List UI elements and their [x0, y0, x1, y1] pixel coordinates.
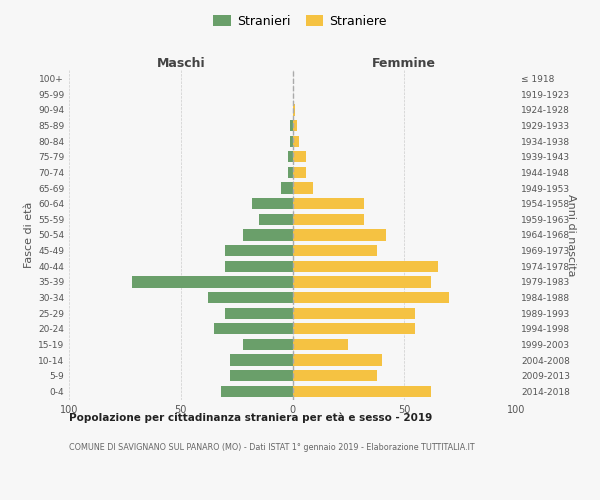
- Y-axis label: Fasce di età: Fasce di età: [24, 202, 34, 268]
- Bar: [244, 230, 293, 240]
- Bar: [230, 354, 293, 366]
- Bar: [281, 182, 293, 194]
- Bar: [221, 386, 293, 397]
- Bar: [244, 339, 293, 350]
- Bar: [293, 167, 306, 178]
- Bar: [293, 214, 364, 225]
- Bar: [293, 370, 377, 382]
- Bar: [290, 136, 293, 147]
- Bar: [226, 260, 293, 272]
- Bar: [293, 136, 299, 147]
- Text: Maschi: Maschi: [157, 57, 205, 70]
- Bar: [226, 245, 293, 256]
- Bar: [293, 151, 306, 162]
- Bar: [208, 292, 293, 303]
- Bar: [293, 386, 431, 397]
- Bar: [214, 323, 293, 334]
- Bar: [293, 323, 415, 334]
- Bar: [293, 339, 349, 350]
- Bar: [288, 167, 293, 178]
- Bar: [293, 276, 431, 287]
- Bar: [252, 198, 293, 209]
- Bar: [293, 198, 364, 209]
- Bar: [293, 308, 415, 319]
- Bar: [293, 354, 382, 366]
- Bar: [288, 151, 293, 162]
- Bar: [293, 230, 386, 240]
- Bar: [259, 214, 293, 225]
- Text: Femmine: Femmine: [372, 57, 436, 70]
- Bar: [293, 104, 295, 116]
- Bar: [131, 276, 293, 287]
- Y-axis label: Anni di nascita: Anni di nascita: [566, 194, 575, 276]
- Legend: Stranieri, Straniere: Stranieri, Straniere: [209, 11, 391, 32]
- Bar: [293, 120, 297, 131]
- Bar: [293, 245, 377, 256]
- Bar: [293, 292, 449, 303]
- Bar: [230, 370, 293, 382]
- Text: COMUNE DI SAVIGNANO SUL PANARO (MO) - Dati ISTAT 1° gennaio 2019 - Elaborazione : COMUNE DI SAVIGNANO SUL PANARO (MO) - Da…: [69, 442, 475, 452]
- Text: Popolazione per cittadinanza straniera per età e sesso - 2019: Popolazione per cittadinanza straniera p…: [69, 412, 432, 423]
- Bar: [290, 120, 293, 131]
- Bar: [293, 182, 313, 194]
- Bar: [293, 260, 438, 272]
- Bar: [226, 308, 293, 319]
